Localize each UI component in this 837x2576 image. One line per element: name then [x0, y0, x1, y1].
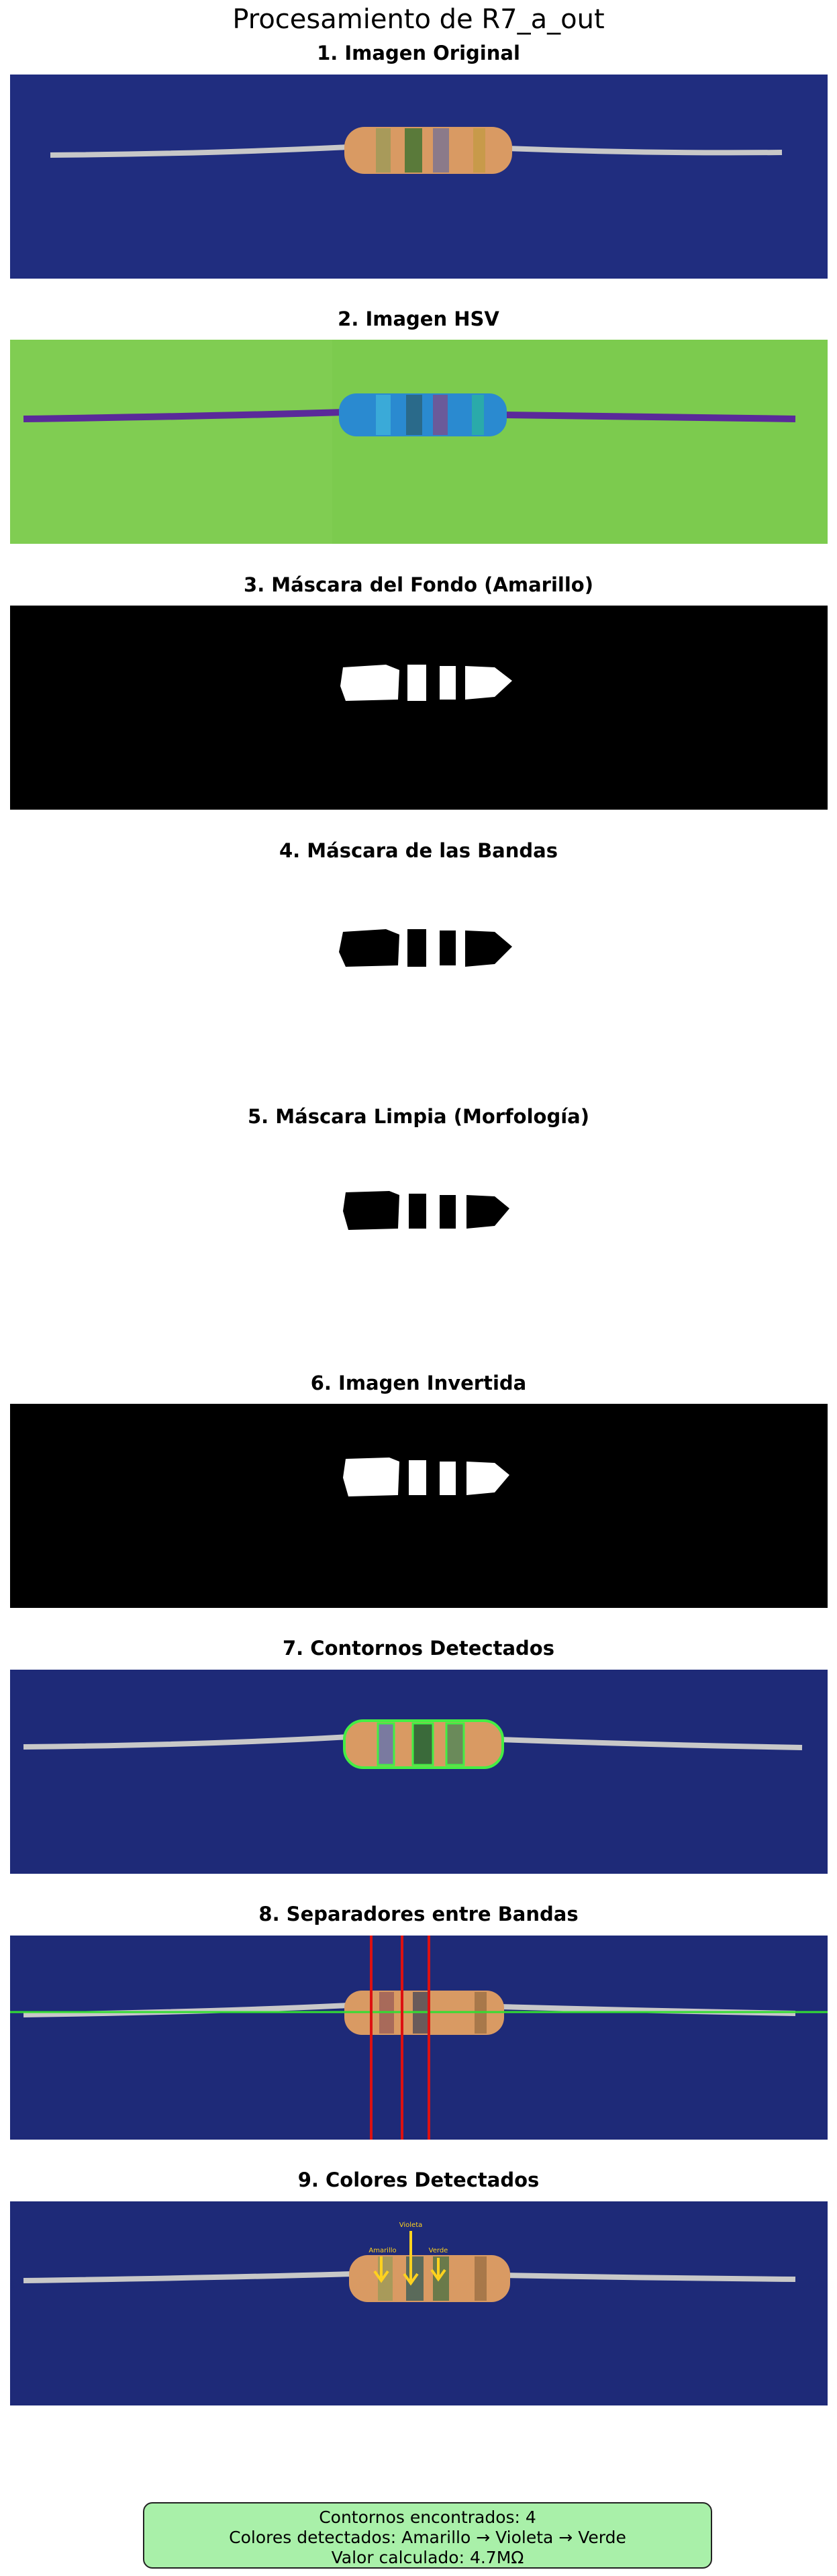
summary-contours: Contornos encontrados: 4 — [319, 2508, 536, 2527]
panel-contours — [10, 1670, 828, 1874]
panel-5-title: 5. Máscara Limpia (Morfología) — [248, 1105, 589, 1128]
panel-original-image — [10, 75, 828, 279]
panel-9-title: 9. Colores Detectados — [297, 2168, 540, 2191]
panel-band-separators — [10, 1936, 828, 2140]
summary-colors: Colores detectados: Amarillo → Violeta →… — [229, 2528, 626, 2547]
panel-detected-colors: Amarillo Violeta Verde — [10, 2201, 828, 2405]
panel-7-title: 7. Contornos Detectados — [283, 1637, 554, 1660]
label-first-color: Amarillo — [368, 2247, 396, 2254]
panel-4-title: 4. Máscara de las Bandas — [279, 839, 558, 862]
panel-clean-mask — [10, 1137, 828, 1341]
summary-value: Valor calculado: 4.7MΩ — [331, 2548, 524, 2567]
panel-2-title: 2. Imagen HSV — [338, 307, 499, 330]
label-second-color: Violeta — [399, 2222, 423, 2229]
panel-8-title: 8. Separadores entre Bandas — [258, 1903, 579, 1925]
summary-box: Contornos encontrados: 4 Colores detecta… — [143, 2502, 712, 2569]
panel-3-title: 3. Máscara del Fondo (Amarillo) — [244, 573, 593, 596]
figure-title: Procesamiento de R7_a_out — [232, 4, 605, 35]
panel-inverted-image — [10, 1404, 828, 1608]
label-third-color: Verde — [429, 2247, 448, 2254]
panel-1-title: 1. Imagen Original — [317, 42, 520, 64]
panel-bands-mask — [10, 871, 828, 1076]
panel-6-title: 6. Imagen Invertida — [310, 1372, 527, 1394]
panel-background-mask — [10, 606, 828, 810]
panel-hsv-image — [10, 340, 828, 544]
